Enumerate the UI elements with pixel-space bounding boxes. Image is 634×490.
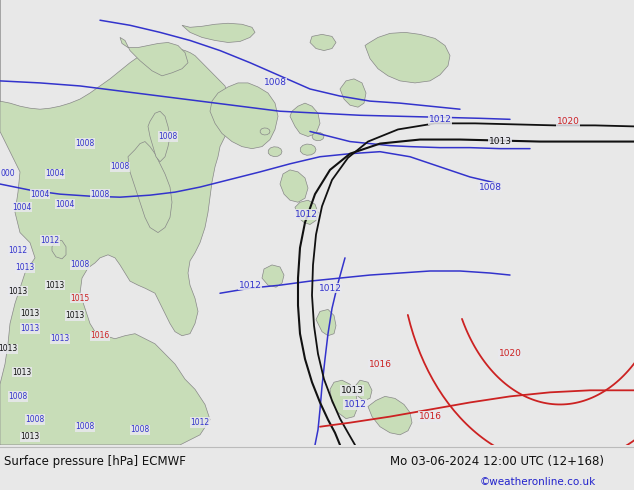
Text: 1013: 1013 <box>13 368 32 377</box>
Text: 1013: 1013 <box>489 137 512 146</box>
Polygon shape <box>120 37 188 76</box>
Text: Mo 03-06-2024 12:00 UTC (12+168): Mo 03-06-2024 12:00 UTC (12+168) <box>390 455 604 468</box>
Text: 1008: 1008 <box>110 162 129 171</box>
Text: 1008: 1008 <box>75 139 94 148</box>
Polygon shape <box>310 34 336 50</box>
Polygon shape <box>0 0 230 445</box>
Polygon shape <box>128 142 172 233</box>
Text: 1013: 1013 <box>50 334 70 343</box>
Text: 1008: 1008 <box>479 183 501 192</box>
Text: 1013: 1013 <box>340 386 363 395</box>
Text: 1012: 1012 <box>429 115 451 124</box>
Text: 1012: 1012 <box>238 281 261 290</box>
Text: 1012: 1012 <box>190 418 210 427</box>
Polygon shape <box>316 309 336 336</box>
Text: 1013: 1013 <box>15 264 35 272</box>
Polygon shape <box>301 144 316 155</box>
Text: 1004: 1004 <box>55 200 75 209</box>
Polygon shape <box>330 380 358 418</box>
Polygon shape <box>52 241 66 259</box>
Text: 1008: 1008 <box>264 78 287 87</box>
Text: 1013: 1013 <box>20 432 39 441</box>
Polygon shape <box>210 83 278 148</box>
Polygon shape <box>280 170 308 202</box>
Text: 1008: 1008 <box>131 425 150 434</box>
Polygon shape <box>268 147 282 157</box>
Text: 1020: 1020 <box>557 117 579 126</box>
Text: 000: 000 <box>1 170 15 178</box>
Text: 1008: 1008 <box>158 132 178 141</box>
Text: Surface pressure [hPa] ECMWF: Surface pressure [hPa] ECMWF <box>4 455 186 468</box>
Text: 1016: 1016 <box>418 412 441 421</box>
Text: 1008: 1008 <box>25 415 44 424</box>
Polygon shape <box>148 111 170 162</box>
Text: 1008: 1008 <box>8 392 28 401</box>
Text: 1012: 1012 <box>41 236 60 245</box>
Text: 1008: 1008 <box>91 190 110 198</box>
Polygon shape <box>295 200 318 224</box>
Text: 1016: 1016 <box>368 360 392 368</box>
Polygon shape <box>365 32 450 83</box>
Polygon shape <box>290 103 320 137</box>
Text: 1020: 1020 <box>498 349 521 358</box>
Polygon shape <box>340 79 366 107</box>
Text: 1012: 1012 <box>318 284 342 293</box>
Polygon shape <box>368 396 412 435</box>
Text: 1012: 1012 <box>295 210 318 219</box>
Text: 1013: 1013 <box>20 309 39 318</box>
Polygon shape <box>260 128 270 135</box>
Polygon shape <box>312 132 324 141</box>
Text: 1004: 1004 <box>12 203 32 212</box>
Polygon shape <box>355 380 372 400</box>
Text: 1008: 1008 <box>75 422 94 431</box>
Text: 1013: 1013 <box>46 281 65 290</box>
Text: 1013: 1013 <box>65 311 84 320</box>
Polygon shape <box>262 265 284 287</box>
Text: 1004: 1004 <box>45 170 65 178</box>
Text: 1013: 1013 <box>20 324 39 333</box>
Text: 1015: 1015 <box>70 294 89 303</box>
Text: 1012: 1012 <box>344 400 366 409</box>
Text: ©weatheronline.co.uk: ©weatheronline.co.uk <box>480 477 596 487</box>
Text: 1013: 1013 <box>8 287 28 296</box>
Text: 1008: 1008 <box>70 260 89 270</box>
Text: 1012: 1012 <box>8 246 27 255</box>
Text: 1004: 1004 <box>30 190 49 198</box>
Text: 1013: 1013 <box>0 344 18 353</box>
Polygon shape <box>182 23 255 43</box>
Text: 1016: 1016 <box>91 331 110 340</box>
